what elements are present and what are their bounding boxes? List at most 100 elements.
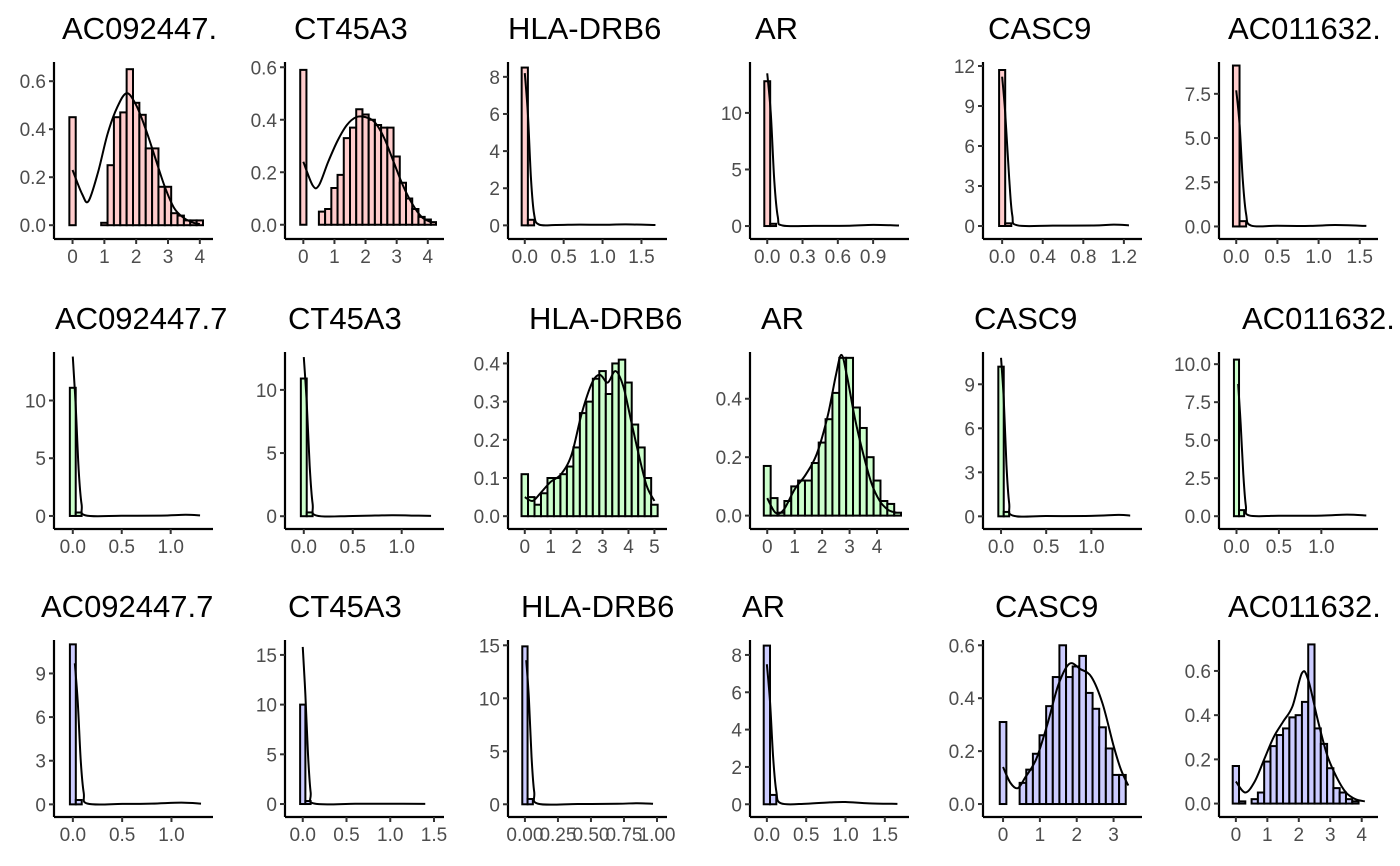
bar-r3c2-0 (299, 703, 307, 806)
x-tick-label-r3c4-1: 0.5 (793, 825, 819, 846)
x-tick-label-r3c2-2: 1.0 (377, 825, 403, 846)
density-line-r2c1 (71, 356, 201, 518)
bar-r3c3-1 (526, 797, 534, 806)
bar-r2c6-1 (1238, 509, 1246, 518)
panel-r1c2: CT45A3 0 1 2 3 4 0.0 0.2 0.4 0.6 (251, 11, 444, 268)
bar-r3c1-1 (74, 799, 83, 806)
density-line-r2c2 (302, 356, 432, 518)
bar-r1c4-1 (769, 222, 778, 228)
y-tick-label-r1c6-2: 5.0 (1185, 129, 1211, 150)
panel-r2c4: AR 0 1 2 3 4 0.0 0.2 0.4 (716, 301, 909, 558)
y-tick-label-r2c3-2: 0.2 (474, 431, 500, 452)
y-tick-label-r3c6-0: 0.0 (1185, 795, 1211, 816)
density-line-r1c2 (302, 115, 432, 224)
x-tick-label-r3c2-0: 0.0 (290, 825, 316, 846)
bar-r1c2-0 (299, 68, 308, 226)
y-tick-label-r1c3-4: 8 (489, 68, 500, 89)
panel-title-r1c5: CASC9 (988, 11, 1091, 46)
y-tick-label-r1c4-1: 5 (731, 160, 742, 181)
panel-r1c3: HLA-DRB6 0.0 0.5 1.0 1.5 0 2 4 6 8 (489, 11, 667, 268)
y-tick-label-r2c3-3: 0.3 (474, 393, 500, 414)
x-tick-label-r1c3-3: 1.5 (628, 247, 654, 268)
density-line-r1c4 (766, 73, 900, 228)
y-tick-label-r3c4-2: 4 (731, 721, 742, 742)
bar-r3c6-19 (1351, 800, 1360, 805)
x-tick-label-r2c2-0: 0.0 (291, 537, 317, 558)
x-tick-label-r3c5-3: 3 (1108, 825, 1119, 846)
panel-r1c4: AR 0.0 0.3 0.6 0.9 0 5 10 (721, 11, 909, 268)
panel-title-r3c4: AR (742, 589, 785, 624)
x-tick-label-r1c4-2: 0.6 (825, 247, 851, 268)
x-tick-label-r1c6-1: 0.5 (1264, 247, 1290, 268)
panel-title-r3c3: HLA-DRB6 (521, 589, 674, 624)
x-tick-label-r2c2-1: 0.5 (340, 537, 366, 558)
bar-r1c6-1 (1238, 220, 1248, 228)
y-tick-label-r1c6-0: 0.0 (1185, 217, 1211, 238)
y-tick-label-r3c6-3: 0.6 (1185, 662, 1211, 683)
density-line-r3c1 (73, 663, 202, 806)
x-tick-label-r3c4-2: 1.0 (832, 825, 858, 846)
density-line-r1c6 (1235, 90, 1367, 228)
panel-r3c5: CASC9 0 1 2 3 0.0 0.2 0.4 0.6 (949, 589, 1142, 846)
x-tick-label-r1c1-2: 2 (131, 247, 142, 268)
bar-r2c4-8 (817, 441, 827, 517)
y-tick-label-r3c6-1: 0.2 (1185, 750, 1211, 771)
panel-r3c3: HLA-DRB6 0.000.250.500.751.00 0 5 10 15 (479, 589, 676, 846)
y-tick-label-r1c1-2: 0.4 (20, 120, 47, 141)
y-tick-label-r3c5-3: 0.6 (949, 636, 975, 657)
y-tick-label-r2c4-2: 0.4 (716, 390, 743, 411)
y-tick-label-r1c1-0: 0.0 (20, 216, 46, 237)
panel-title-r2c2: CT45A3 (288, 301, 402, 336)
panel-r1c6: AC011632. 0.0 0.5 1.0 1.5 0.0 2.5 5.0 7.5 (1185, 11, 1381, 268)
x-tick-label-r1c2-1: 1 (329, 247, 340, 268)
x-tick-label-r3c5-2: 2 (1071, 825, 1082, 846)
x-tick-label-r1c4-0: 0.0 (754, 247, 780, 268)
bar-r3c6-17 (1338, 791, 1347, 805)
x-tick-label-r2c4-3: 3 (844, 537, 855, 558)
panel-r1c1: AC092447. 0 1 2 3 4 0.0 0.2 0.4 0.6 (20, 11, 218, 268)
panel-r3c4: AR 0.0 0.5 1.0 1.5 0 2 4 6 8 (731, 589, 909, 846)
bar-r2c4-9 (824, 418, 834, 517)
x-tick-label-r2c1-2: 1.0 (157, 537, 183, 558)
density-line-r2c3 (524, 370, 656, 502)
x-tick-label-r3c1-1: 0.5 (109, 825, 135, 846)
x-tick-label-r2c4-0: 0 (762, 537, 773, 558)
panel-title-r3c2: CT45A3 (288, 589, 402, 624)
x-tick-label-r1c1-1: 1 (99, 247, 110, 268)
y-tick-label-r3c3-1: 5 (489, 742, 500, 763)
panel-r1c5: CASC9 0.0 0.4 0.8 1.2 0 3 6 9 12 (954, 11, 1142, 268)
panel-title-r2c3: HLA-DRB6 (529, 301, 682, 336)
y-tick-label-r3c6-2: 0.4 (1185, 706, 1212, 727)
y-tick-label-r3c3-0: 0 (489, 795, 500, 816)
x-tick-label-r2c3-5: 5 (649, 537, 660, 558)
x-tick-label-r1c5-2: 0.8 (1070, 247, 1096, 268)
y-tick-label-r2c5-2: 6 (964, 419, 975, 440)
x-tick-label-r1c3-2: 1.0 (589, 247, 615, 268)
panel-title-r1c4: AR (755, 11, 798, 46)
bar-r2c4-0 (762, 464, 772, 517)
x-tick-label-r1c3-0: 0.0 (512, 247, 538, 268)
y-tick-label-r2c5-0: 0 (964, 507, 975, 528)
x-tick-label-r2c4-1: 1 (789, 537, 800, 558)
y-tick-label-r1c6-1: 2.5 (1185, 173, 1211, 194)
density-line-r2c4 (766, 353, 897, 515)
bar-r2c4-7 (810, 462, 820, 517)
y-tick-label-r1c2-3: 0.6 (251, 58, 277, 79)
bar-r2c3-20 (650, 503, 659, 518)
density-line-r3c3 (525, 660, 654, 806)
y-tick-label-r3c5-2: 0.4 (949, 689, 976, 710)
y-tick-label-r1c2-2: 0.4 (251, 111, 278, 132)
panel-title-r1c6: AC011632. (1228, 11, 1381, 46)
x-tick-label-r2c3-0: 0 (519, 537, 530, 558)
y-tick-label-r1c5-1: 3 (964, 177, 975, 198)
x-tick-label-r3c1-0: 0.0 (60, 825, 86, 846)
bar-r3c6-1 (1238, 800, 1247, 805)
y-tick-label-r3c5-0: 0.0 (949, 795, 975, 816)
bar-r3c4-1 (769, 793, 778, 806)
bar-r1c5-1 (1004, 222, 1013, 227)
panel-title-r1c3: HLA-DRB6 (508, 11, 661, 46)
x-tick-label-r2c5-2: 1.0 (1078, 537, 1104, 558)
bar-r2c4-11 (838, 356, 848, 517)
y-tick-label-r3c3-3: 15 (479, 636, 500, 657)
y-tick-label-r1c3-3: 6 (489, 105, 500, 126)
